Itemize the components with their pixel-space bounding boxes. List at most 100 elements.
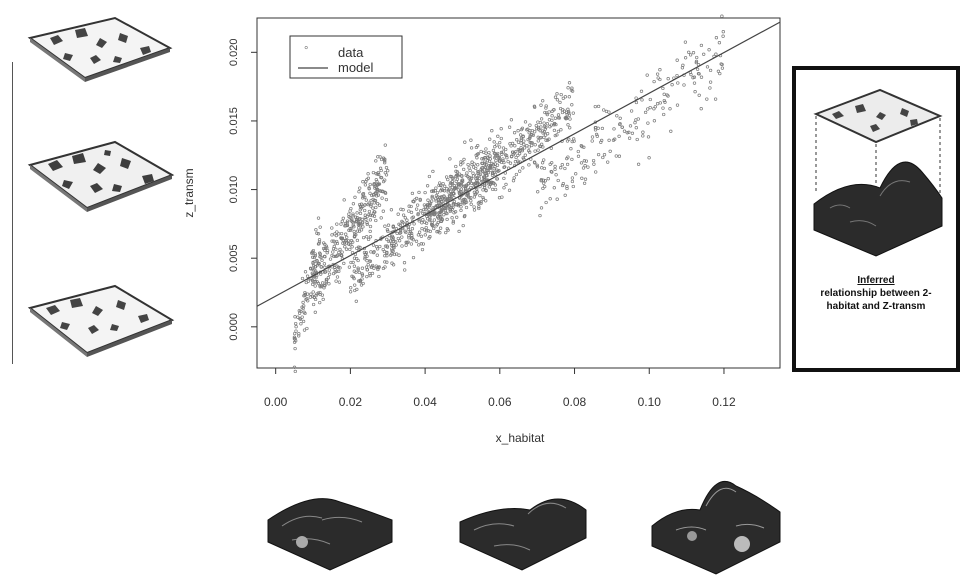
data-point bbox=[554, 173, 558, 177]
data-point bbox=[386, 239, 391, 243]
data-point bbox=[705, 97, 709, 101]
data-point bbox=[389, 243, 394, 247]
data-point bbox=[355, 246, 359, 251]
data-point bbox=[639, 89, 644, 93]
data-point bbox=[360, 266, 365, 270]
data-point bbox=[313, 265, 318, 269]
data-point bbox=[426, 198, 430, 202]
data-point bbox=[354, 233, 358, 237]
data-point bbox=[523, 120, 528, 124]
data-point bbox=[705, 65, 710, 69]
data-point bbox=[407, 204, 411, 208]
data-point bbox=[383, 157, 387, 162]
data-point bbox=[341, 241, 345, 245]
data-point bbox=[438, 181, 442, 185]
data-point bbox=[552, 128, 557, 133]
data-point bbox=[350, 274, 354, 278]
data-point bbox=[470, 160, 474, 164]
data-point bbox=[417, 243, 421, 247]
data-point bbox=[591, 158, 596, 163]
data-point bbox=[627, 130, 631, 134]
data-point bbox=[303, 270, 308, 274]
data-point bbox=[343, 245, 347, 249]
data-point bbox=[392, 246, 396, 250]
data-point bbox=[340, 250, 344, 254]
data-point bbox=[411, 215, 415, 219]
data-point bbox=[574, 172, 578, 176]
data-point bbox=[480, 166, 484, 170]
data-point bbox=[492, 167, 496, 171]
data-point bbox=[464, 205, 469, 210]
data-point bbox=[385, 228, 390, 232]
data-point bbox=[494, 158, 498, 163]
data-point bbox=[301, 300, 305, 305]
data-point bbox=[383, 260, 387, 264]
data-point bbox=[592, 162, 596, 166]
data-point bbox=[358, 279, 362, 283]
data-point bbox=[471, 174, 476, 178]
data-point bbox=[368, 259, 373, 263]
data-point bbox=[407, 236, 411, 240]
data-point bbox=[463, 187, 468, 191]
data-point bbox=[300, 276, 305, 281]
data-point bbox=[472, 162, 476, 166]
data-point bbox=[646, 121, 650, 125]
data-point bbox=[536, 127, 541, 131]
data-point bbox=[702, 52, 706, 56]
data-point bbox=[602, 108, 606, 112]
data-point bbox=[482, 150, 486, 155]
data-point bbox=[602, 153, 607, 157]
data-point bbox=[375, 179, 379, 184]
data-point bbox=[322, 241, 326, 245]
data-point bbox=[347, 212, 351, 216]
data-point bbox=[401, 213, 406, 217]
data-point bbox=[518, 169, 522, 173]
data-point bbox=[470, 181, 474, 186]
data-point bbox=[518, 133, 523, 137]
data-point bbox=[692, 75, 697, 79]
data-point bbox=[428, 218, 432, 223]
data-point bbox=[662, 92, 666, 96]
data-point bbox=[582, 159, 587, 163]
data-point bbox=[348, 227, 352, 231]
data-point bbox=[417, 230, 422, 234]
data-point bbox=[436, 229, 440, 234]
data-point bbox=[316, 232, 321, 236]
data-point bbox=[469, 138, 473, 142]
data-point bbox=[352, 264, 357, 268]
data-point bbox=[694, 59, 699, 64]
data-point bbox=[594, 132, 599, 137]
data-point bbox=[693, 90, 697, 94]
data-point bbox=[636, 162, 641, 166]
data-point bbox=[608, 149, 612, 153]
data-point bbox=[323, 265, 327, 269]
data-point bbox=[434, 199, 438, 203]
data-point bbox=[392, 239, 396, 243]
data-point bbox=[498, 140, 502, 145]
data-point bbox=[351, 202, 356, 206]
data-point bbox=[435, 190, 440, 195]
data-point bbox=[454, 169, 458, 173]
data-point bbox=[406, 227, 411, 231]
data-point bbox=[355, 211, 359, 215]
data-point bbox=[471, 171, 475, 175]
data-point bbox=[593, 104, 597, 109]
data-point bbox=[352, 269, 356, 273]
data-point bbox=[411, 255, 416, 260]
data-point bbox=[495, 143, 499, 147]
data-point bbox=[356, 267, 360, 272]
data-point bbox=[583, 177, 588, 181]
data-point bbox=[652, 107, 656, 111]
data-point bbox=[311, 302, 316, 307]
data-point bbox=[543, 110, 547, 115]
data-point bbox=[366, 202, 370, 207]
data-point bbox=[332, 239, 336, 243]
data-point bbox=[429, 213, 433, 217]
data-point bbox=[663, 100, 667, 104]
data-point bbox=[381, 209, 385, 213]
data-point bbox=[475, 179, 479, 183]
data-point bbox=[311, 248, 316, 253]
data-point bbox=[335, 222, 339, 226]
data-point bbox=[349, 219, 353, 223]
data-point bbox=[427, 204, 432, 208]
